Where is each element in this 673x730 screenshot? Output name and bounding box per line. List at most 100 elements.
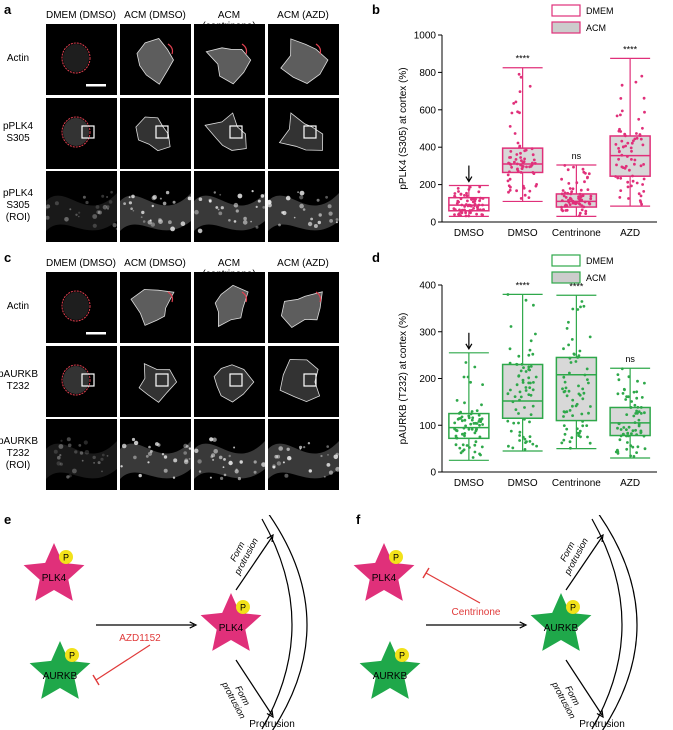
data-point [478,423,481,427]
micrograph-cell [46,24,117,95]
data-point [617,378,621,382]
inhibition-line [425,572,481,604]
data-point [561,189,565,192]
data-point [634,428,637,432]
data-point [470,209,474,212]
data-point [534,184,538,188]
data-point [614,175,617,178]
data-point [621,145,625,149]
data-point [587,411,590,415]
data-point [522,184,525,188]
arrow-head [519,621,528,629]
data-point [571,404,574,408]
data-point [506,392,510,396]
micrograph-cell [268,171,339,242]
data-point [478,208,482,212]
data-point [560,192,564,196]
data-point [577,202,581,205]
data-point [581,420,584,423]
data-point [529,393,533,397]
data-point [626,395,630,399]
data-point [473,365,477,369]
micrograph-cell [120,346,191,417]
data-point [583,373,587,377]
data-point [520,167,524,171]
data-point [643,381,646,385]
data-point [509,429,513,433]
data-point [506,179,510,183]
data-point [506,293,510,296]
legend-label: DMEM [586,256,614,266]
phosphate-label: P [240,603,246,613]
data-point [480,418,483,421]
data-point [534,332,537,336]
data-point [479,196,482,200]
data-point [529,381,532,385]
data-point [524,389,528,392]
data-point [625,447,629,451]
data-point [633,403,637,407]
data-point [580,195,583,198]
data-point [588,335,592,339]
panel-letter-e: e [4,512,12,527]
data-point [466,375,470,379]
data-point [569,361,573,364]
data-point [527,365,531,369]
micrograph-cell [194,346,265,417]
data-point [509,163,513,166]
data-point [519,395,523,399]
data-point [576,308,580,311]
data-point [584,212,588,216]
y-tick-label: 800 [419,68,436,79]
data-point [643,447,647,451]
panel-letter-c: c [4,250,12,265]
data-point [565,204,569,207]
data-point [455,429,459,433]
data-point [622,426,626,429]
data-point [572,352,576,356]
y-tick-label: 400 [419,143,436,154]
star-icon [200,593,262,651]
legend-swatch [551,4,581,17]
data-point [463,194,466,197]
row-label: Actin [6,301,30,312]
data-point [625,434,628,438]
inhibitor-label: AZD1152 [119,633,161,644]
data-point [516,141,520,145]
data-point [517,374,521,377]
data-point [627,197,630,200]
data-point [633,162,636,166]
protrusion-label: Protrusion [579,719,625,730]
data-point [636,445,640,449]
data-point [567,320,570,324]
micrograph-cell [46,272,117,343]
data-point [508,188,512,192]
data-point [635,136,639,140]
data-point [583,180,586,184]
micrograph-cell [120,98,191,169]
data-point [587,381,590,385]
data-point [535,444,538,448]
data-point [567,198,570,202]
micrograph-cell [46,98,117,169]
data-point [519,369,523,373]
data-point [630,158,633,161]
data-point [565,327,569,330]
data-point [626,185,630,189]
significance-label: ns [625,354,635,364]
data-point [480,213,484,216]
data-point [519,156,522,159]
data-point [578,393,582,397]
data-point [623,132,627,136]
data-point [531,388,535,392]
data-point [519,151,522,155]
data-point [522,186,526,190]
data-point [638,199,642,203]
data-point [574,404,578,408]
data-point [617,422,621,426]
data-point [519,197,523,200]
data-point [642,163,645,166]
data-point [529,365,533,368]
form-protrusion-label: Formprotrusion [553,532,590,578]
data-point [480,445,484,449]
